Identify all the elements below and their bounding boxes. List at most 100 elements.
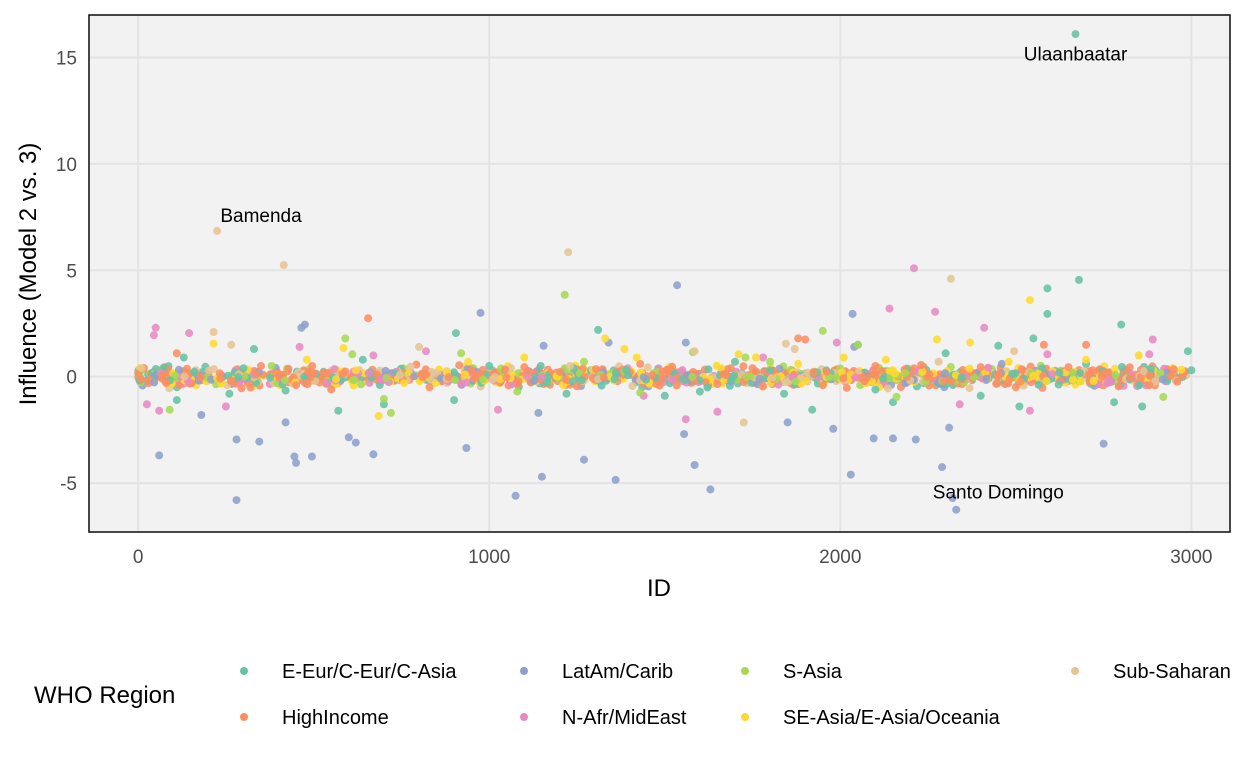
legend-swatch	[520, 713, 528, 721]
data-point	[668, 375, 677, 384]
data-point	[993, 379, 1002, 388]
data-point	[462, 444, 471, 452]
legend-swatch	[520, 667, 528, 675]
data-point	[1082, 355, 1091, 364]
data-point	[381, 366, 390, 375]
data-point	[958, 366, 967, 374]
data-point	[494, 405, 502, 414]
x-tick-label: 0	[133, 547, 144, 568]
data-point	[781, 339, 790, 348]
data-point	[808, 405, 817, 414]
data-point	[395, 370, 404, 379]
data-point	[257, 362, 265, 370]
data-point	[1169, 365, 1178, 374]
data-point	[348, 350, 357, 359]
data-point	[881, 355, 890, 364]
data-point	[450, 368, 458, 377]
data-point	[155, 451, 164, 460]
data-point	[386, 408, 395, 417]
data-point	[620, 345, 629, 353]
data-point	[364, 314, 373, 323]
data-point	[539, 341, 548, 350]
data-point	[305, 368, 314, 377]
data-point	[965, 384, 974, 393]
data-point	[577, 376, 586, 385]
data-point	[742, 372, 751, 381]
data-point	[232, 435, 241, 444]
data-point	[379, 395, 388, 403]
data-point	[1117, 320, 1126, 329]
data-point	[323, 369, 332, 377]
data-point	[1145, 371, 1154, 380]
data-point	[382, 374, 391, 382]
data-point	[501, 365, 509, 374]
data-point	[464, 357, 473, 366]
data-point	[485, 362, 494, 370]
data-point	[1156, 368, 1165, 377]
data-point	[883, 384, 892, 393]
data-point	[690, 347, 699, 356]
data-point	[1068, 368, 1077, 377]
data-point	[862, 374, 871, 383]
data-point	[520, 363, 529, 372]
data-point	[295, 342, 304, 351]
data-point	[1111, 370, 1120, 379]
data-point	[731, 357, 739, 366]
data-point	[344, 433, 353, 442]
data-point	[984, 363, 993, 372]
plot-border	[88, 14, 1231, 533]
data-point	[839, 353, 848, 362]
data-point	[1025, 296, 1034, 305]
data-point	[748, 364, 757, 373]
data-point	[688, 372, 697, 381]
data-point	[142, 400, 151, 409]
data-point	[1136, 373, 1145, 382]
data-point	[476, 308, 485, 317]
legend-swatch	[240, 713, 248, 721]
data-point	[444, 373, 453, 382]
data-point	[478, 366, 487, 374]
data-point	[301, 379, 310, 388]
data-point	[560, 290, 569, 299]
data-point	[422, 347, 430, 356]
legend-label: S-Asia	[783, 661, 843, 683]
data-point	[976, 363, 985, 372]
data-point	[1089, 377, 1098, 385]
data-point	[562, 389, 571, 398]
data-point	[632, 353, 641, 362]
data-point	[450, 396, 459, 405]
data-point	[246, 383, 255, 392]
legend-swatch	[741, 713, 749, 721]
data-point	[695, 387, 704, 396]
data-point	[934, 357, 943, 366]
data-point	[1139, 367, 1148, 376]
data-point	[1071, 30, 1080, 39]
legend-swatch	[741, 667, 749, 675]
data-point	[965, 364, 974, 373]
data-point	[227, 340, 236, 349]
data-point	[255, 437, 264, 446]
data-point	[952, 505, 961, 514]
data-point	[941, 349, 950, 358]
data-point	[234, 373, 243, 382]
data-point	[1016, 377, 1025, 386]
data-point	[573, 382, 581, 391]
data-point	[663, 366, 672, 375]
data-point	[172, 396, 181, 405]
legend-item: Sub-Saharan	[1071, 661, 1231, 683]
data-point	[660, 391, 669, 400]
data-point	[712, 361, 721, 370]
data-point	[418, 372, 427, 381]
legend-item: S-Asia	[741, 661, 843, 683]
legend-item: SE-Asia/E-Asia/Oceania	[741, 707, 1001, 729]
data-point	[436, 374, 445, 383]
data-point	[948, 494, 957, 502]
data-point	[610, 375, 619, 384]
data-point	[739, 418, 748, 427]
data-point	[892, 392, 901, 401]
data-point	[818, 326, 827, 335]
legend-label: SE-Asia/E-Asia/Oceania	[783, 707, 1001, 729]
legend-swatch	[1071, 667, 1079, 675]
data-point	[334, 406, 343, 415]
